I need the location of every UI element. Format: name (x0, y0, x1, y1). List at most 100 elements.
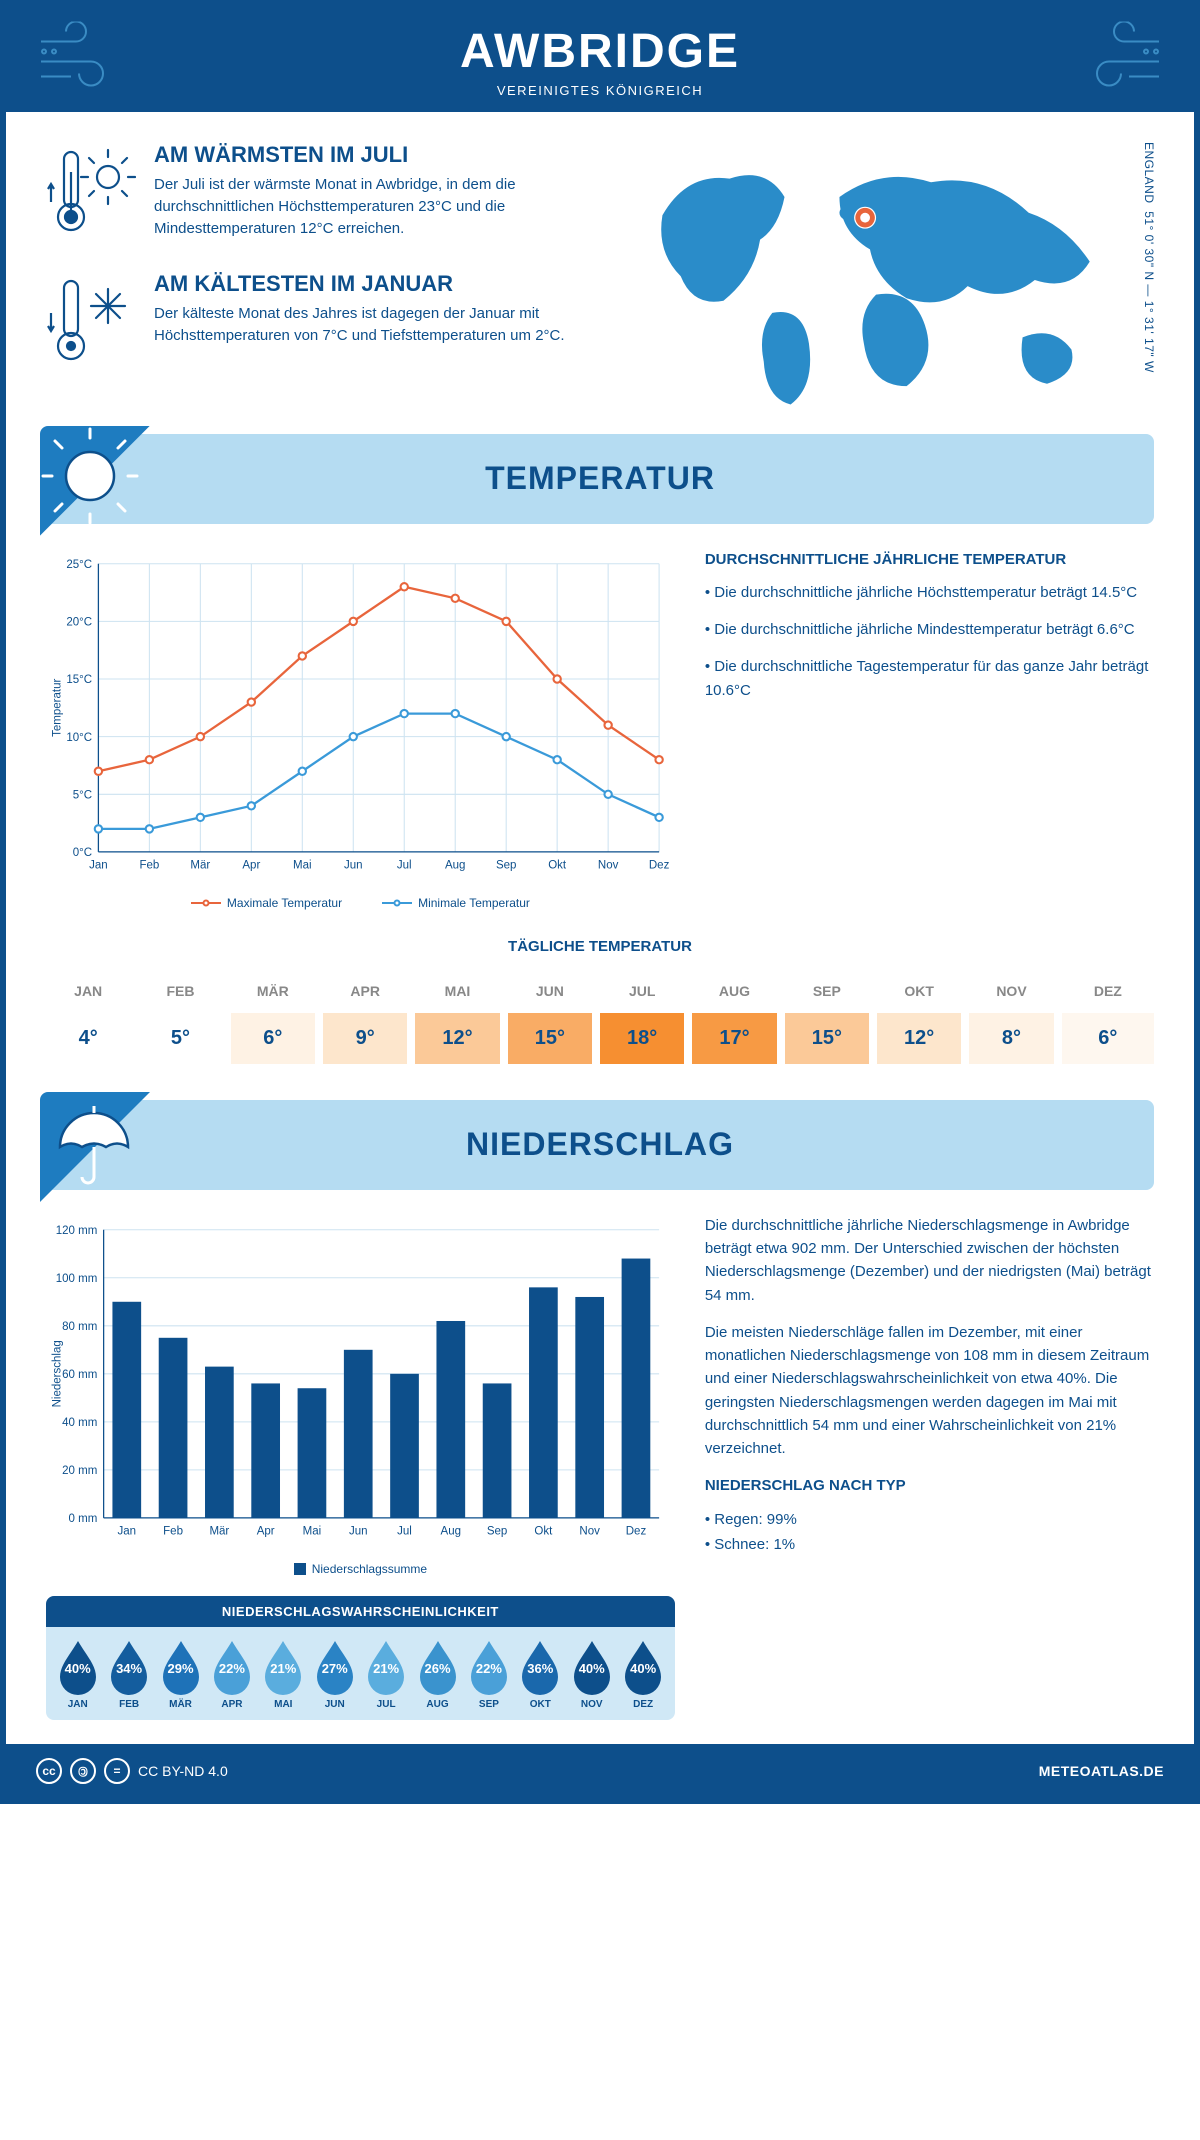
probability-drop: 26%AUG (414, 1639, 461, 1710)
svg-text:Jun: Jun (349, 1526, 368, 1538)
probability-drop: 29%MÄR (157, 1639, 204, 1710)
precipitation-probability-box: NIEDERSCHLAGSWAHRSCHEINLICHKEIT 40%JAN 3… (46, 1596, 675, 1720)
probability-drop: 34%FEB (105, 1639, 152, 1710)
fact-title: AM WÄRMSTEN IM JULI (154, 142, 608, 168)
month-label: APR (323, 969, 415, 1013)
svg-text:Dez: Dez (626, 1526, 647, 1538)
svg-text:10°C: 10°C (66, 731, 92, 743)
probability-drop: 40%JAN (54, 1639, 101, 1710)
precipitation-bar-chart: 0 mm 20 mm 40 mm 60 mm 80 mm 100 mm 120 mm Jan F… (46, 1214, 675, 1549)
svg-text:0°C: 0°C (73, 847, 92, 859)
thermometer-snow-icon (46, 271, 136, 376)
svg-text:60 mm: 60 mm (62, 1369, 97, 1381)
svg-text:Jul: Jul (397, 1526, 412, 1538)
fact-warmest: AM WÄRMSTEN IM JULI Der Juli ist der wär… (46, 142, 608, 247)
svg-text:Dez: Dez (649, 859, 670, 871)
daily-temp-months: JANFEBMÄRAPRMAIJUNJULAUGSEPOKTNOVDEZ (46, 969, 1154, 1013)
probability-drop: 27%JUN (311, 1639, 358, 1710)
world-map: ENGLAND 51° 0' 30" N — 1° 31' 17" W (638, 142, 1154, 416)
month-label: JUN (508, 969, 600, 1013)
month-label: MÄR (231, 969, 323, 1013)
site-name: METEOATLAS.DE (1039, 1763, 1164, 1779)
probability-drop: 40%NOV (568, 1639, 615, 1710)
section-title: TEMPERATUR (485, 460, 715, 497)
svg-text:Aug: Aug (445, 859, 466, 871)
wind-icon (36, 22, 126, 97)
daily-temp-cell: 17° (692, 1013, 784, 1064)
svg-text:40 mm: 40 mm (62, 1417, 97, 1429)
chart-legend: Maximale Temperatur Minimale Temperatur (46, 896, 675, 910)
svg-text:25°C: 25°C (66, 559, 92, 571)
precipitation-section-banner: NIEDERSCHLAG (46, 1100, 1154, 1190)
umbrella-icon (40, 1092, 150, 1202)
month-label: SEP (785, 969, 877, 1013)
svg-text:Nov: Nov (598, 859, 619, 871)
daily-temp-cell: 12° (415, 1013, 507, 1064)
wind-icon (1074, 22, 1164, 97)
svg-text:80 mm: 80 mm (62, 1321, 97, 1333)
svg-text:Temperatur: Temperatur (52, 678, 64, 736)
temperature-line-chart: 0°C5°C10°C15°C20°C25°CJanFebMärAprMaiJun… (46, 548, 675, 883)
svg-text:20 mm: 20 mm (62, 1465, 97, 1477)
svg-text:0 mm: 0 mm (69, 1513, 98, 1525)
daily-temp-cell: 6° (231, 1013, 323, 1064)
month-label: JAN (46, 969, 138, 1013)
svg-text:Jun: Jun (344, 859, 363, 871)
daily-temp-cell: 6° (1062, 1013, 1154, 1064)
license-badge: cc🄯= CC BY-ND 4.0 (36, 1758, 228, 1784)
month-label: FEB (138, 969, 230, 1013)
month-label: MAI (415, 969, 507, 1013)
svg-text:Jul: Jul (397, 859, 412, 871)
footer: cc🄯= CC BY-ND 4.0 METEOATLAS.DE (6, 1744, 1194, 1798)
temperature-summary: DURCHSCHNITTLICHE JÄHRLICHE TEMPERATUR •… (705, 548, 1154, 910)
fact-body: Der kälteste Monat des Jahres ist dagege… (154, 303, 608, 347)
svg-text:120 mm: 120 mm (56, 1225, 98, 1237)
svg-text:5°C: 5°C (73, 789, 92, 801)
svg-text:Sep: Sep (496, 859, 517, 871)
svg-text:20°C: 20°C (66, 616, 92, 628)
svg-text:Niederschlag: Niederschlag (52, 1340, 64, 1407)
daily-temp-cell: 12° (877, 1013, 969, 1064)
svg-text:Apr: Apr (257, 1526, 275, 1538)
svg-text:15°C: 15°C (66, 674, 92, 686)
svg-text:Jan: Jan (117, 1526, 136, 1538)
daily-temp-cell: 9° (323, 1013, 415, 1064)
daily-temp-cell: 18° (600, 1013, 692, 1064)
svg-text:Okt: Okt (548, 859, 567, 871)
probability-drop: 40%DEZ (619, 1639, 666, 1710)
fact-body: Der Juli ist der wärmste Monat in Awbrid… (154, 174, 608, 239)
fact-coldest: AM KÄLTESTEN IM JANUAR Der kälteste Mona… (46, 271, 608, 376)
svg-text:Nov: Nov (579, 1526, 600, 1538)
svg-text:100 mm: 100 mm (56, 1273, 98, 1285)
probability-drop: 22%APR (208, 1639, 255, 1710)
probability-drop: 21%JUL (362, 1639, 409, 1710)
probability-drop: 36%OKT (517, 1639, 564, 1710)
month-label: OKT (877, 969, 969, 1013)
sun-icon (40, 426, 150, 536)
svg-text:Apr: Apr (242, 859, 260, 871)
daily-temp-cell: 15° (785, 1013, 877, 1064)
svg-text:Mär: Mär (209, 1526, 229, 1538)
probability-drop: 21%MAI (260, 1639, 307, 1710)
daily-temp-cell: 15° (508, 1013, 600, 1064)
daily-temp-title: TÄGLICHE TEMPERATUR (46, 938, 1154, 955)
month-label: JUL (600, 969, 692, 1013)
svg-text:Feb: Feb (139, 859, 159, 871)
month-label: AUG (692, 969, 784, 1013)
precipitation-summary: Die durchschnittliche jährliche Niedersc… (705, 1214, 1154, 1720)
svg-text:Okt: Okt (534, 1526, 553, 1538)
daily-temp-cell: 5° (138, 1013, 230, 1064)
probability-drop: 22%SEP (465, 1639, 512, 1710)
svg-text:Sep: Sep (487, 1526, 508, 1538)
temperature-section-banner: TEMPERATUR (46, 434, 1154, 524)
daily-temp-cell: 8° (969, 1013, 1061, 1064)
thermometer-sun-icon (46, 142, 136, 247)
svg-text:Jan: Jan (89, 859, 108, 871)
svg-text:Mär: Mär (190, 859, 210, 871)
page-subtitle: VEREINIGTES KÖNIGREICH (6, 83, 1194, 98)
header-band: AWBRIDGE VEREINIGTES KÖNIGREICH (6, 6, 1194, 112)
chart-legend: Niederschlagssumme (46, 1562, 675, 1576)
svg-text:Mai: Mai (303, 1526, 322, 1538)
month-label: NOV (969, 969, 1061, 1013)
svg-text:Feb: Feb (163, 1526, 183, 1538)
